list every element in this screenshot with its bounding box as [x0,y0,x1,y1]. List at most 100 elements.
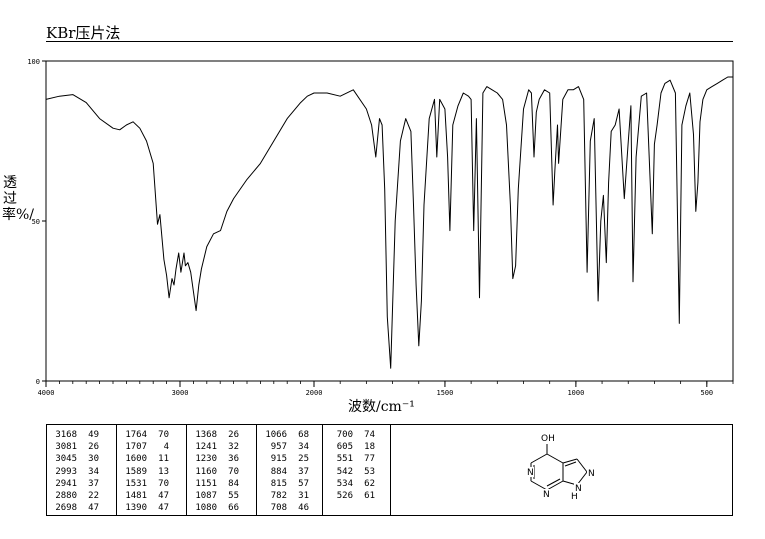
peak-table-row: 1230 36 [187,453,256,465]
spectrum-line-0 [45,76,733,369]
peak-wavenumber: 1368 [195,430,217,440]
peak-transmittance: 32 [228,442,239,453]
peak-wavenumber: 526 [336,491,353,502]
peak-table-row: 782 31 [257,490,322,502]
peak-transmittance: 31 [298,491,309,502]
peak-wavenumber: 1066 [265,430,287,440]
peak-table-row: 915 25 [257,453,322,465]
peak-wavenumber: 1087 [195,491,217,502]
spectrum-series [45,76,733,369]
label-h: H [571,492,578,502]
structure-bond [530,453,548,464]
y-axis-label: 透过率%/ [2,175,35,223]
peak-wavenumber: 815 [270,478,287,489]
peak-table-row: 1066 68 [257,429,322,441]
peak-transmittance: 18 [364,442,375,453]
peak-wavenumber: 1160 [195,466,217,477]
peak-table-column: 1368 26 1241 32 1230 36 1160 70 1151 84 1087 55 1080… [187,425,257,515]
structure-label-bg [570,491,578,501]
peak-wavenumber: 1531 [125,478,147,489]
peak-transmittance: 36 [228,454,239,465]
label-n-h: N [575,484,582,494]
peak-transmittance: 57 [298,478,309,489]
peak-wavenumber: 1080 [195,503,217,514]
x-tick-label-3: 1500 [437,389,454,397]
peak-transmittance: 37 [298,466,309,477]
peak-wavenumber: 700 [336,430,353,440]
peak-table-row: 3081 26 [47,441,116,453]
peak-transmittance: 34 [88,466,99,477]
peak-wavenumber: 1481 [125,491,147,502]
peak-transmittance: 84 [228,478,239,489]
peak-table-row: 3045 30 [47,453,116,465]
peak-wavenumber: 1151 [195,478,217,489]
peak-wavenumber: 957 [270,442,287,453]
peak-transmittance: 30 [88,454,99,465]
chart-axes: 4000 3000 2000 1500 1000 500 0 50 100 [27,58,734,397]
peak-wavenumber: 1600 [125,454,147,465]
peak-table-row: 1151 84 [187,478,256,490]
peak-table-row: 1531 70 [117,478,186,490]
peak-table-row: 526 61 [323,490,390,502]
x-tick-label-4: 1000 [567,389,584,397]
peak-table-column: 1764 70 1707 4 1600 11 1589 13 1531 70 1481 47 1390 4… [117,425,187,515]
peak-table-row: 534 62 [323,478,390,490]
peak-transmittance: 22 [88,491,99,502]
structure-bond [576,458,588,473]
y-tick-label-2: 100 [27,58,40,66]
peak-transmittance: 47 [88,503,99,514]
peak-transmittance: 55 [228,491,239,502]
y-tick-label-1: 50 [32,218,40,226]
peak-table-row: 957 34 [257,441,322,453]
peak-transmittance: 25 [298,454,309,465]
structure-bond [546,478,561,487]
ir-spectrum-chart: 4000 3000 2000 1500 1000 500 0 50 100 [27,58,734,397]
peak-wavenumber: 1230 [195,454,217,465]
peak-wavenumber: 708 [270,503,287,514]
label-n-bottom: N [543,490,550,500]
peak-wavenumber: 534 [336,478,353,489]
peak-transmittance: 70 [228,466,239,477]
peak-table-column: 1066 68 957 34 915 25 884 37 815 57 782 31 708 46 [257,425,323,515]
peak-wavenumber: 2993 [55,466,77,477]
peak-transmittance: 74 [364,430,375,440]
peak-table-row: 1589 13 [117,466,186,478]
structure-label-bg [526,467,534,477]
peak-table-row: 1080 66 [187,502,256,514]
peak-table-row: 1087 55 [187,490,256,502]
peak-transmittance: 47 [158,491,169,502]
label-n-top: N [527,468,534,478]
peak-transmittance: 53 [364,466,375,477]
peak-wavenumber: 605 [336,442,353,453]
peak-wavenumber: 1390 [125,503,147,514]
peak-wavenumber: 1764 [125,430,147,440]
peak-transmittance: 77 [364,454,375,465]
x-tick-label-2: 2000 [306,389,323,397]
peak-transmittance: 4 [163,442,169,453]
peak-table-column: 700 74 605 18 551 77 542 53 534 62 526 61 [323,425,391,515]
structure-bond [546,453,564,464]
peak-table-row: 3168 49 [47,429,116,441]
label-n-pyrazole: N [588,469,595,479]
peak-wavenumber: 1707 [125,442,147,453]
peak-wavenumber: 3045 [55,454,77,465]
peak-wavenumber: 2941 [55,478,77,489]
peak-table-column: 3168 49 3081 26 3045 30 2993 34 2941 37 2880 22 2698… [47,425,117,515]
peak-transmittance: 11 [158,454,169,465]
x-tick-label-5: 500 [700,389,713,397]
peak-table-row: 1707 4 [117,441,186,453]
peak-wavenumber: 3168 [55,430,77,440]
structure-bond [546,480,564,491]
structure-bond [530,480,548,491]
peak-transmittance: 61 [364,491,375,502]
peak-table-row: 815 57 [257,478,322,490]
page-title: KBr压片法 [46,24,121,42]
peak-table-row: 700 74 [323,429,390,441]
peak-transmittance: 62 [364,478,375,489]
structure-bond [562,458,578,464]
structure-label-bg [574,483,582,493]
peak-transmittance: 26 [88,442,99,453]
peak-wavenumber: 542 [336,466,353,477]
peak-transmittance: 47 [158,503,169,514]
